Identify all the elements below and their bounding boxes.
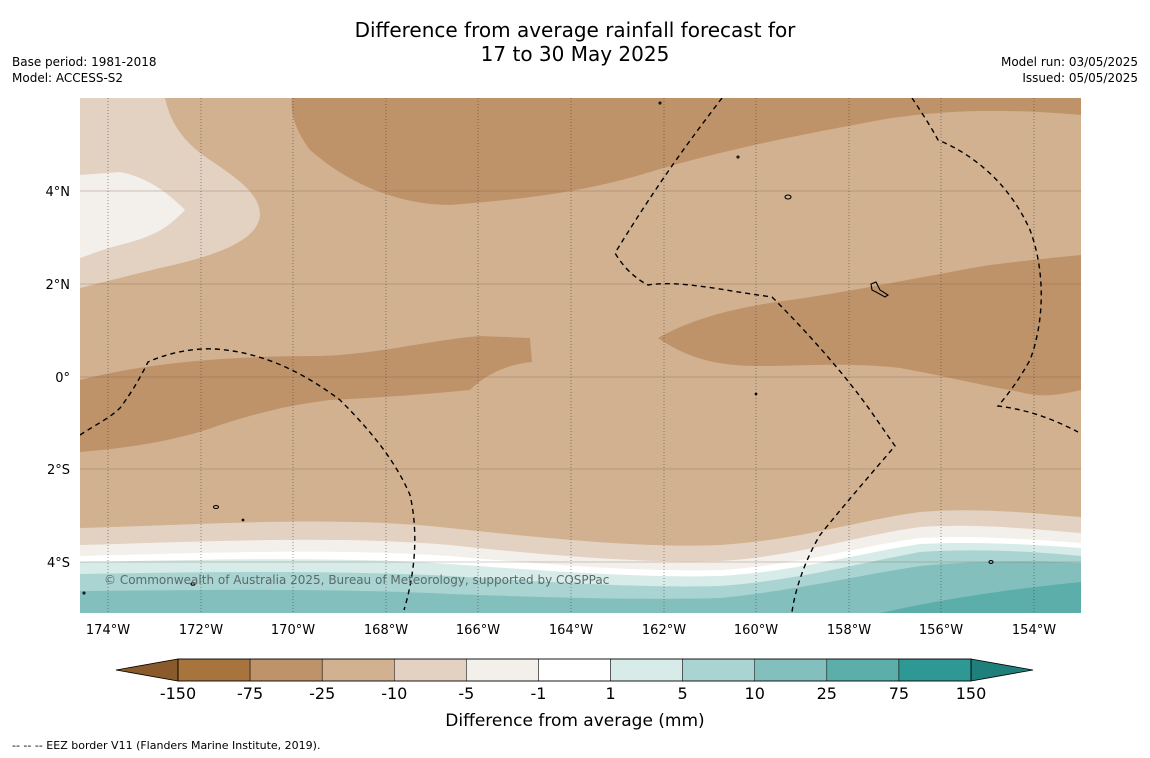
lon-tick-label: 156°W [919,623,963,638]
lat-tick-label: 2°S [47,463,70,478]
eez-footnote: -- -- -- EEZ border V11 (Flanders Marine… [12,739,321,752]
eez-border-central [614,98,896,613]
meta-left: Base period: 1981-2018 Model: ACCESS-S2 [12,54,157,86]
lon-gridlines [107,98,1035,613]
colorbar-title: Difference from average (mm) [445,711,704,731]
lat-tick-label: 2°N [46,278,71,293]
colorbar-swatch [898,658,972,682]
lon-axis: 174°W 172°W 170°W 168°W 166°W 164°W 162°… [86,623,1056,638]
lon-tick-label: 170°W [271,623,315,638]
lat-tick-label: 4°N [46,185,71,200]
colorbar-under-arrow [115,658,179,682]
island [784,194,792,200]
colorbar-label: -25 [309,684,335,703]
islands [82,101,994,595]
colorbar-label: -150 [160,684,196,703]
colorbar-label: 75 [889,684,909,703]
colorbar-swatch [538,658,611,682]
colorbar-label: 1 [605,684,615,703]
colorbar-label: -10 [381,684,407,703]
lon-tick-label: 174°W [86,623,130,638]
island [754,392,758,396]
lon-tick-label: 166°W [456,623,500,638]
island [736,155,740,159]
colorbar-over-arrow [970,658,1034,682]
colorbar-label: -75 [237,684,263,703]
island [82,591,86,595]
lon-tick-label: 162°W [642,623,686,638]
base-period: Base period: 1981-2018 [12,55,157,69]
title-line-2: 17 to 30 May 2025 [480,42,670,66]
colorbar-swatch [394,658,467,682]
colorbar-swatch [610,658,683,682]
rainfall-anomaly-field: © Commonwealth of Australia 2025, Bureau… [80,98,1081,613]
meta-right: Model run: 03/05/2025 Issued: 05/05/2025 [1001,54,1138,86]
issued-date: Issued: 05/05/2025 [1022,71,1138,85]
model-name: Model: ACCESS-S2 [12,71,124,85]
eez-border-east [911,98,1079,433]
colorbar-label: 25 [817,684,837,703]
lon-tick-label: 160°W [734,623,778,638]
band-minus75-minus25-east [658,255,1081,396]
lon-tick-label: 164°W [549,623,593,638]
colorbar-label: 10 [745,684,765,703]
island [190,582,196,586]
colorbar-label: -5 [458,684,474,703]
colorbar-label: 150 [956,684,987,703]
title-line-1: Difference from average rainfall forecas… [354,18,796,42]
lat-tick-label: 0° [55,371,70,386]
band-25-75 [880,582,1081,613]
band-minus75-minus25-west [80,336,532,452]
colorbar-swatch [682,658,755,682]
lat-tick-label: 4°S [47,556,70,571]
colorbar-swatch [754,658,828,682]
lon-tick-label: 154°W [1012,623,1056,638]
eez-borders [80,98,1079,613]
colorbar-swatch [466,658,539,682]
band-10-25 [80,561,1081,613]
lat-axis: 4°N 2°N 0° 2°S 4°S [46,185,71,571]
colorbar-label: -1 [530,684,546,703]
band-minus5-minus1-nw [80,172,185,258]
colorbar-outline [177,658,972,682]
lon-tick-label: 158°W [827,623,871,638]
colorbar-swatch [321,658,395,682]
colorbar-label: 5 [678,684,688,703]
colorbar: -150 -75 -25 -10 -5 -1 1 5 10 25 75 150 Difference … [115,658,1034,731]
lon-tick-label: 172°W [179,623,223,638]
colorbar-swatch [177,658,251,682]
lon-tick-label: 168°W [364,623,408,638]
colorbar-swatch [249,658,323,682]
map-title: Difference from average rainfall forecas… [0,18,1150,66]
lat-gridlines [80,190,1081,563]
island [988,559,994,565]
model-run: Model run: 03/05/2025 [1000,55,1138,69]
island [241,518,245,522]
band-minus75-minus25-north [291,98,1081,205]
copyright-text: © Commonwealth of Australia 2025, Bureau… [104,573,609,587]
island [658,101,662,105]
colorbar-swatch [826,658,900,682]
island [870,281,890,298]
island [212,504,220,510]
eez-border-west [80,348,416,611]
